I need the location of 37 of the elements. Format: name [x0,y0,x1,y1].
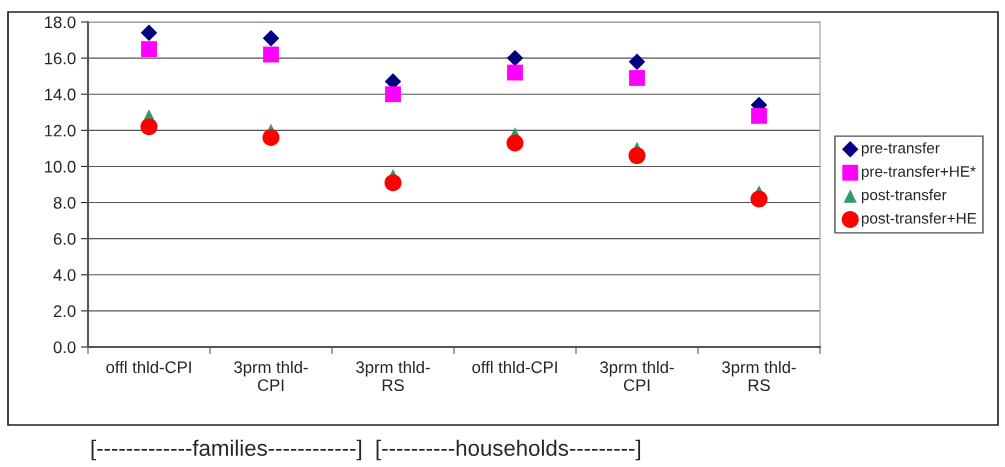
y-tick-label: 4.0 [53,269,76,281]
x-tick-label: 3prm thld- RS [356,360,430,392]
text: [-------------families------------] [----------households---------] [91,439,641,461]
point [628,147,646,165]
legend-label: pre-transfer+HE* [861,165,976,180]
y-tick-label: 8.0 [53,196,76,209]
legend-label: pre-transfer [861,142,940,157]
point [751,107,767,124]
point [506,49,524,67]
point [140,118,158,136]
legend-label: post-transfer+HE [861,212,977,227]
y-tick-label: 18.0 [45,16,76,29]
x-tick-label: offl thld-CPI [472,360,557,374]
point [384,174,402,192]
y-tick-label: 12.0 [45,124,76,137]
y-tick-label: 16.0 [45,52,76,65]
y-tick-label: 2.0 [53,305,76,318]
y-tick-label: 10.0 [45,160,76,173]
point [263,46,279,63]
y-tick-label: 0.0 [53,341,76,354]
x-tick-label: 3prm thld- RS [722,360,796,392]
point [507,64,523,81]
x-tick-label: offl thld-CPI [106,360,191,374]
x-tick-label: 3prm thld- CPI [234,360,308,392]
point [140,24,158,42]
point [385,86,401,103]
legend-label: post-transfer [861,189,947,204]
point [628,53,646,70]
point [262,30,280,47]
point [750,190,768,208]
point [141,41,157,57]
point [629,70,645,86]
y-tick-label: 14.0 [45,88,76,101]
y-tick-label: 6.0 [53,233,76,245]
point [506,134,524,152]
x-tick-label: 3prm thld- CPI [600,360,674,392]
point [262,129,280,147]
